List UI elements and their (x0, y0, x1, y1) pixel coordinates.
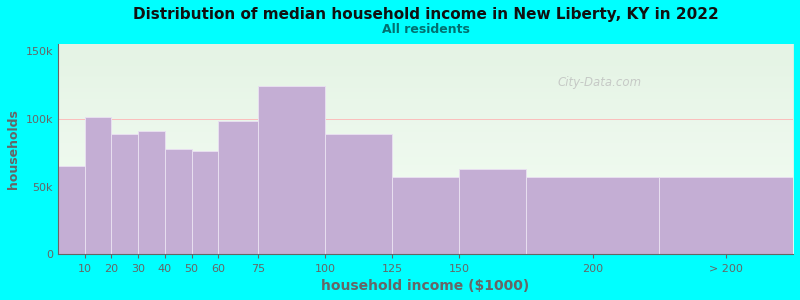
Bar (258, 86, 326, 254)
Bar (138, 131, 165, 254)
Bar (218, 122, 258, 254)
Y-axis label: households: households (7, 109, 20, 189)
Bar (85, 117, 111, 254)
Bar (58, 166, 85, 254)
Text: City-Data.com: City-Data.com (558, 76, 642, 89)
Bar (659, 177, 793, 254)
Bar (526, 177, 659, 254)
Bar (392, 177, 459, 254)
X-axis label: household income ($1000): household income ($1000) (322, 279, 530, 293)
Bar (111, 134, 138, 254)
Bar (326, 134, 392, 254)
Text: All residents: All residents (382, 22, 470, 35)
Bar (459, 169, 526, 254)
Bar (191, 151, 218, 254)
Bar (165, 148, 191, 254)
Title: Distribution of median household income in New Liberty, KY in 2022: Distribution of median household income … (133, 7, 718, 22)
